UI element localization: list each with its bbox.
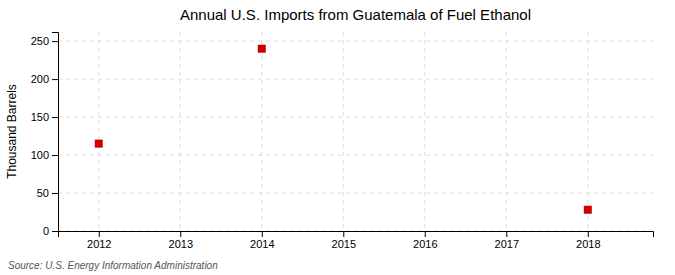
- grid-line: [180, 32, 181, 231]
- tick-label: 2016: [413, 238, 437, 250]
- point: [258, 45, 266, 53]
- tick-label: 50: [37, 187, 49, 199]
- tick: 150: [31, 111, 58, 123]
- tick-mark: [52, 79, 58, 80]
- grid-line: [343, 32, 344, 231]
- tick: 2012: [87, 231, 111, 250]
- grid-line: [58, 155, 653, 156]
- tick-mark: [262, 231, 263, 237]
- tick-label: 2018: [576, 238, 600, 250]
- tick: 100: [31, 149, 58, 161]
- marks: [95, 45, 592, 214]
- tick-label: 0: [43, 225, 49, 237]
- tick-label: 250: [31, 35, 49, 47]
- grid-line: [58, 41, 653, 42]
- tick: 2013: [169, 231, 193, 250]
- tick-mark: [99, 231, 100, 237]
- tick: 2014: [250, 231, 274, 250]
- axis-line: [59, 232, 654, 238]
- tick-mark: [52, 231, 58, 232]
- axis-line: [52, 33, 59, 232]
- tick-mark: [52, 41, 58, 42]
- y-axis-title: Thousand Barrels: [5, 84, 19, 179]
- tick: 2016: [413, 231, 437, 250]
- tick: 50: [37, 187, 58, 199]
- tick-label: 2013: [169, 238, 193, 250]
- tick-label: 2015: [332, 238, 356, 250]
- tick-mark: [425, 231, 426, 237]
- tick: 0: [43, 225, 58, 237]
- tick: 2015: [332, 231, 356, 250]
- tick-label: 150: [31, 111, 49, 123]
- tick-mark: [588, 231, 589, 237]
- tick-mark: [343, 231, 344, 237]
- tick-label: 2014: [250, 238, 274, 250]
- tick-label: 100: [31, 149, 49, 161]
- grid-line: [587, 32, 588, 231]
- tick: 2018: [576, 231, 600, 250]
- grid-line: [506, 32, 507, 231]
- tick-mark: [52, 117, 58, 118]
- tick-mark: [506, 231, 507, 237]
- tick: 200: [31, 73, 58, 85]
- chart: 2012 2013 2014 2015 2016 2017 2018 0 50 100 150 200…: [0, 0, 675, 275]
- source: Source: U.S. Energy Information Administ…: [8, 260, 218, 271]
- tick-mark: [52, 193, 58, 194]
- x-axis: 2012 2013 2014 2015 2016 2017 2018: [59, 231, 654, 250]
- grid-line: [58, 79, 653, 80]
- tick-label: 2017: [495, 238, 519, 250]
- point: [95, 140, 103, 148]
- tick: 2017: [495, 231, 519, 250]
- tick-label: 2012: [87, 238, 111, 250]
- tick: 250: [31, 35, 58, 47]
- grid-line: [98, 32, 99, 231]
- grid-line: [58, 117, 653, 118]
- grid: [58, 32, 653, 231]
- tick-mark: [52, 155, 58, 156]
- point: [584, 206, 592, 214]
- grid-line: [58, 193, 653, 194]
- grid-line: [424, 32, 425, 231]
- tick-label: 200: [31, 73, 49, 85]
- plot-area: 2012 2013 2014 2015 2016 2017 2018 0 50 100 150 200…: [31, 32, 654, 250]
- tick-mark: [180, 231, 181, 237]
- grid-line: [261, 32, 262, 231]
- title: Annual U.S. Imports from Guatemala of Fu…: [180, 6, 531, 23]
- y-axis: 0 50 100 150 200 250: [31, 33, 59, 238]
